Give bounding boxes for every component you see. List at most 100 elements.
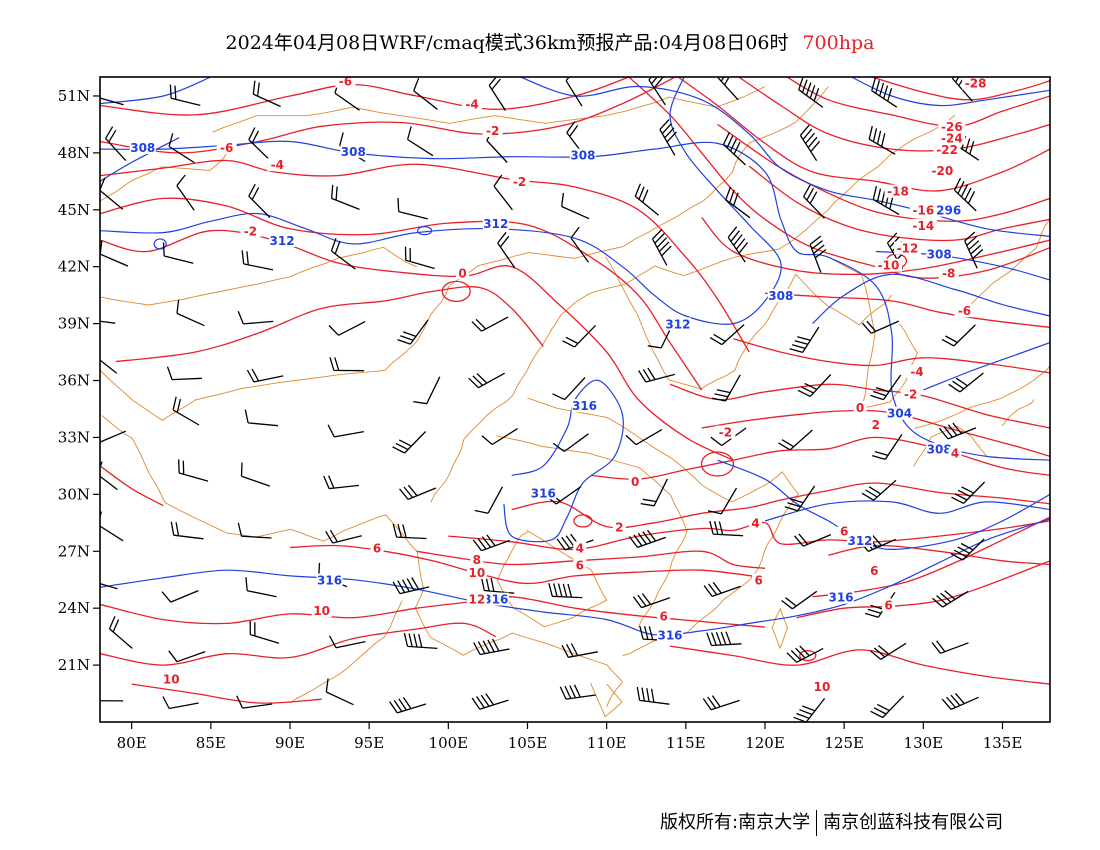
- lon-tick-label: 95E: [354, 734, 384, 752]
- height-label-bg: [935, 203, 962, 217]
- temperature-contour-label: -2: [719, 426, 732, 440]
- lon-tick-label: 90E: [275, 734, 305, 752]
- wind-barb-shape: [471, 693, 509, 710]
- wind-barb-shape: [797, 374, 832, 397]
- wind-barb: [562, 324, 596, 348]
- geopotential-height-contour: [100, 77, 782, 325]
- wind-barb: [330, 184, 360, 211]
- wind-barb-shape: [392, 523, 427, 540]
- temperature-isotherm: [796, 560, 1050, 619]
- wind-barb: [493, 174, 513, 211]
- wind-barb: [659, 119, 677, 156]
- wind-barb: [168, 133, 195, 164]
- height-label-bg: [269, 234, 296, 248]
- wind-barb: [722, 132, 746, 166]
- temperature-label-bg: [456, 266, 470, 280]
- temperature-contour-label: 10: [313, 604, 330, 618]
- lon-tick-label: 120E: [745, 734, 785, 752]
- wind-barb-shape: [237, 311, 274, 325]
- temperature-label-bg: [462, 97, 483, 111]
- wind-barb-shape: [178, 459, 209, 482]
- temperature-isotherm: [590, 436, 1050, 480]
- height-contour-label: 316: [572, 399, 597, 413]
- wind-barb: [648, 77, 666, 106]
- wind-barb-shape: [100, 583, 118, 590]
- temperature-label-bg: [933, 142, 961, 156]
- wind-barb: [868, 125, 896, 155]
- wind-barb: [636, 686, 670, 705]
- wind-barb: [480, 577, 515, 594]
- wind-barb-shape: [392, 431, 427, 454]
- wind-barb: [327, 424, 365, 438]
- temperature-label-bg: [909, 218, 937, 232]
- wind-barb-shape: [809, 235, 827, 273]
- temperature-isotherm: [812, 516, 1050, 598]
- wind-barb: [497, 231, 516, 269]
- temperature-isotherm: [785, 77, 1050, 127]
- wind-barb-shape: [176, 299, 205, 327]
- wind-barb: [638, 367, 675, 383]
- temperature-contour-label: -8: [942, 266, 955, 280]
- temperature-isotherm: [669, 645, 1050, 685]
- wind-barb: [468, 372, 506, 389]
- height-contour-label: 316: [483, 593, 508, 607]
- temperature-contour-label: 6: [884, 598, 892, 612]
- temperature-isotherm: [669, 383, 1050, 429]
- wind-barb-shape: [948, 372, 984, 393]
- lat-tick-label: 48N: [58, 144, 90, 162]
- boundary-line: [212, 86, 766, 133]
- temperature-contour-label: -2: [244, 225, 257, 239]
- wind-barb: [794, 533, 832, 547]
- wind-barb-shape: [703, 581, 741, 598]
- temperature-contour-label: 0: [856, 401, 864, 415]
- wind-barb: [162, 242, 194, 264]
- temperature-label-bg: [482, 124, 503, 138]
- wind-barb-shape: [323, 475, 360, 490]
- wind-barb: [168, 650, 206, 663]
- wind-barb-shape: [330, 184, 360, 211]
- temperature-isotherm: [828, 544, 1050, 566]
- temperature-label-bg: [900, 387, 921, 401]
- temperature-label-bg: [752, 573, 766, 587]
- wind-barb: [703, 581, 741, 598]
- temperature-contour-label: 10: [468, 566, 485, 580]
- wind-barb: [931, 640, 969, 654]
- wind-barb: [404, 246, 435, 270]
- temperature-label-bg: [657, 609, 671, 623]
- boundary-line: [100, 152, 228, 202]
- wind-barb-shape: [871, 77, 898, 108]
- wind-barb: [707, 487, 738, 515]
- height-label-bg: [571, 399, 598, 413]
- wind-barb: [640, 478, 668, 507]
- wind-barb-shape: [552, 377, 586, 401]
- temperature-label-bg: [882, 598, 895, 612]
- height-label-bg: [340, 144, 367, 158]
- wind-barb: [100, 700, 124, 702]
- wind-barb: [488, 77, 507, 111]
- wind-barb-layer: [100, 77, 986, 722]
- wind-barb-shape: [249, 620, 280, 644]
- wind-barb-shape: [325, 529, 362, 544]
- temperature-label-bg: [509, 175, 530, 189]
- wind-barb-shape: [244, 409, 279, 427]
- footer: 版权所有:南京大学 南京创蓝科技有限公司: [660, 808, 1003, 836]
- wind-barb-shape: [237, 522, 272, 539]
- wind-barb-shape: [161, 589, 199, 603]
- wind-barb-shape: [784, 485, 816, 512]
- lat-tick-label: 27N: [58, 542, 90, 560]
- wind-barb: [240, 462, 271, 487]
- temperature-contour-label: -18: [887, 185, 909, 199]
- wind-barb: [108, 616, 133, 649]
- wind-barb: [397, 319, 429, 345]
- height-contour-label: 308: [927, 443, 952, 457]
- wind-barb: [392, 431, 427, 454]
- temperature-closed-contour: [700, 451, 735, 477]
- lon-tick-label: 115E: [666, 734, 706, 752]
- height-closed-contour: [416, 226, 433, 236]
- wind-barb: [471, 316, 509, 332]
- wind-barb: [793, 698, 826, 722]
- height-contour-label: 308: [927, 247, 952, 261]
- wind-barb: [951, 77, 973, 102]
- wind-barb-shape: [778, 429, 813, 451]
- wind-barb-shape: [389, 697, 427, 714]
